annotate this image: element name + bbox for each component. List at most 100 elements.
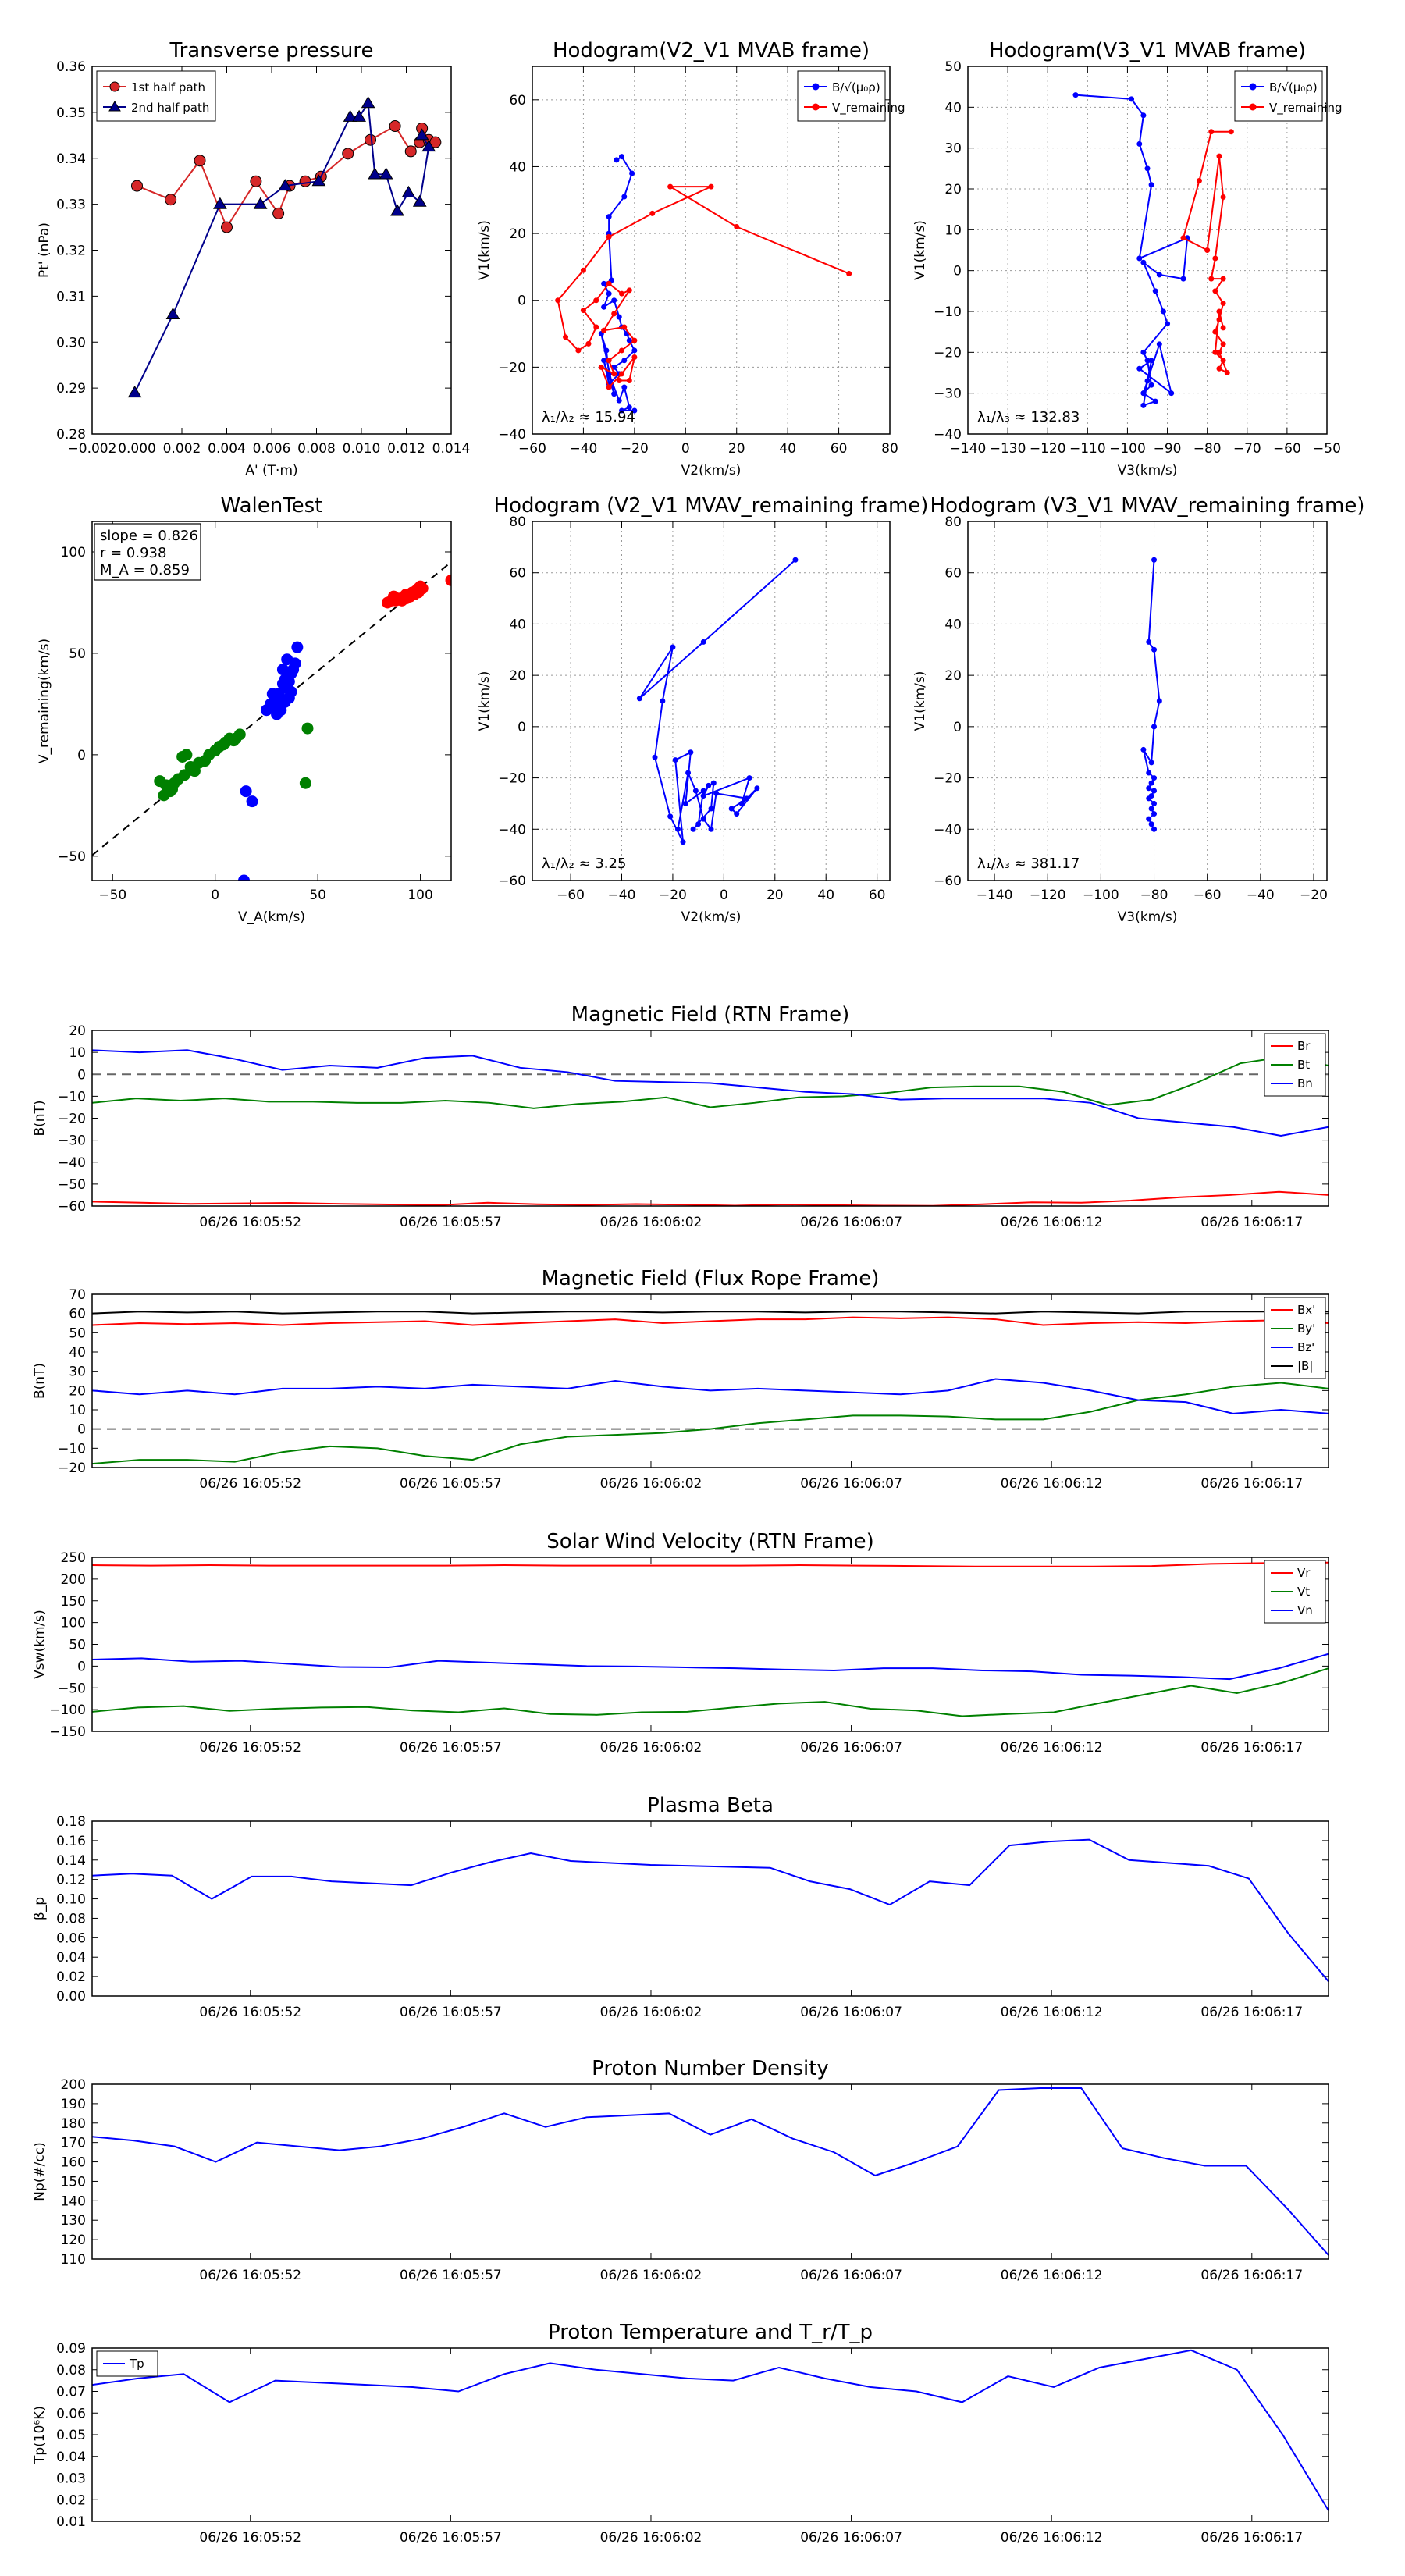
- y-tick-label: 170: [61, 2136, 86, 2151]
- data-layer: [92, 1311, 1329, 1465]
- y-tick-label: 0.02: [56, 2492, 86, 2508]
- y-tick-label: 200: [61, 2077, 86, 2093]
- data-point: [700, 816, 706, 822]
- eigenvalue-ratio: λ₁/λ₃ ≈ 132.83: [977, 409, 1080, 425]
- data-point: [1151, 775, 1158, 781]
- y-tick-label: 50: [944, 59, 962, 75]
- y-tick-label: −30: [934, 386, 962, 402]
- x-tick-label: 06/26 16:06:12: [1001, 1215, 1103, 1230]
- data-point: [1216, 349, 1222, 355]
- y-tick-label: 50: [69, 1638, 86, 1653]
- data-point: [606, 384, 612, 390]
- y-tick-label: −20: [58, 1112, 86, 1127]
- x-axis-label: A' (T·m): [245, 463, 297, 479]
- panel-proton_density: Proton Number Density 110 120 130 140 150 160 1…: [32, 2057, 1329, 2283]
- data-point: [1148, 806, 1154, 812]
- data-point: [575, 347, 582, 354]
- data-point: [1220, 276, 1226, 282]
- x-tick-label: 06/26 16:06:02: [600, 2530, 702, 2546]
- y-tick-label: 140: [61, 2194, 86, 2209]
- stats-line: M_A = 0.859: [100, 562, 190, 578]
- y-tick-label: 50: [69, 1325, 86, 1341]
- data-point: [619, 407, 624, 414]
- data-point: [710, 780, 717, 786]
- x-tick-label: −60: [1193, 888, 1222, 903]
- data-point: [619, 154, 624, 160]
- data-point: [253, 197, 268, 209]
- x-tick-label: 80: [881, 441, 898, 457]
- x-tick-label: 06/26 16:05:57: [400, 2268, 502, 2283]
- plot-frame: [91, 1820, 1329, 1997]
- x-tick-label: 06/26 16:05:52: [199, 2005, 301, 2020]
- y-tick-label: −20: [934, 345, 962, 361]
- data-point: [299, 777, 311, 789]
- panel-hodo_v3v1_mvav: Hodogram (V3_V1 MVAV_remaining frame) −14…: [912, 494, 1364, 925]
- data-point: [606, 233, 612, 240]
- series-line-1: [92, 1055, 1329, 1109]
- x-tick-label: 06/26 16:06:07: [800, 1740, 902, 1756]
- legend-label: Vn: [1297, 1603, 1313, 1617]
- panel-walen_test: WalenTest −50 0 50 100 −50 0 50 100 V_A(km/s) V_re…: [37, 494, 452, 925]
- eigenvalue-ratio: λ₁/λ₃ ≈ 381.17: [977, 856, 1080, 872]
- plot-frame: [532, 521, 891, 881]
- x-tick-label: 0.008: [297, 441, 336, 457]
- y-tick-label: −50: [58, 1681, 86, 1696]
- y-tick-label: 150: [61, 1594, 86, 1610]
- legend-box: [1234, 70, 1323, 122]
- x-tick-label: 06/26 16:06:02: [600, 1215, 702, 1230]
- y-tick-label: 30: [944, 141, 962, 157]
- data-point: [285, 685, 297, 698]
- data-point: [621, 324, 628, 330]
- chart-title: WalenTest: [221, 494, 323, 518]
- y-tick-label: −20: [498, 771, 526, 787]
- y-tick-label: 160: [61, 2155, 86, 2171]
- data-point: [1151, 811, 1158, 817]
- data-layer: [555, 154, 852, 414]
- legend-label: |B|: [1297, 1359, 1313, 1373]
- data-point: [734, 811, 740, 817]
- legend-box: [797, 70, 886, 122]
- data-point: [361, 96, 375, 109]
- data-point: [700, 793, 706, 799]
- series-line-0: [92, 1316, 1329, 1326]
- data-point: [279, 674, 291, 686]
- y-tick-label: −10: [58, 1089, 86, 1105]
- series-line-0: [92, 2349, 1329, 2511]
- data-point: [1148, 182, 1154, 188]
- x-tick-label: −60: [518, 441, 546, 457]
- data-layer: [92, 1838, 1329, 1982]
- y-axis-label: B(nT): [32, 1100, 48, 1136]
- data-point: [1216, 308, 1222, 315]
- data-layer: [127, 96, 442, 398]
- x-tick-label: −110: [1069, 441, 1106, 457]
- data-point: [636, 696, 642, 702]
- data-point: [631, 407, 638, 414]
- legend-marker: [109, 81, 120, 92]
- series-line-0: [600, 155, 636, 412]
- data-point: [1146, 770, 1152, 776]
- plot-frame: [91, 1557, 1329, 1732]
- data-point: [682, 800, 688, 806]
- y-tick-label: 0.10: [56, 1892, 86, 1908]
- legend-label: B/√(μ₀ρ): [1269, 80, 1318, 94]
- plot-frame: [967, 521, 1328, 881]
- data-point: [631, 354, 638, 361]
- data-point: [412, 582, 425, 595]
- data-point: [601, 327, 607, 333]
- data-point: [390, 204, 404, 216]
- data-point: [626, 404, 632, 411]
- x-tick-label: 0.010: [343, 441, 381, 457]
- y-tick-label: 0: [953, 720, 962, 735]
- x-tick-label: 06/26 16:05:52: [199, 1476, 301, 1492]
- series-line-0: [92, 2087, 1329, 2256]
- legend-box: [1264, 1297, 1326, 1379]
- data-point: [401, 185, 416, 198]
- data-point: [713, 790, 720, 796]
- legend-label: Bt: [1297, 1058, 1310, 1072]
- data-layer: [92, 2349, 1329, 2511]
- data-point: [616, 377, 622, 383]
- data-point: [670, 644, 676, 650]
- y-tick-label: 0.04: [56, 2450, 86, 2465]
- data-point: [692, 788, 699, 794]
- data-point: [606, 280, 612, 286]
